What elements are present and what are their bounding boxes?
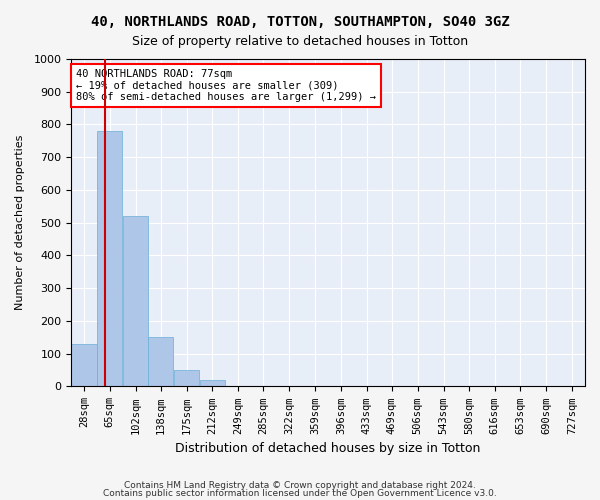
Text: Contains public sector information licensed under the Open Government Licence v3: Contains public sector information licen… (103, 488, 497, 498)
Bar (97, 131, 122, 386)
Bar (200, 380, 225, 386)
X-axis label: Distribution of detached houses by size in Totton: Distribution of detached houses by size … (175, 442, 481, 455)
Y-axis label: Number of detached properties: Number of detached properties (15, 135, 25, 310)
Text: 40, NORTHLANDS ROAD, TOTTON, SOUTHAMPTON, SO40 3GZ: 40, NORTHLANDS ROAD, TOTTON, SOUTHAMPTON… (91, 15, 509, 29)
Bar (123, 216, 148, 386)
Bar (71, 344, 97, 387)
Text: Size of property relative to detached houses in Totton: Size of property relative to detached ho… (132, 35, 468, 48)
Text: 40 NORTHLANDS ROAD: 77sqm
← 19% of detached houses are smaller (309)
80% of semi: 40 NORTHLANDS ROAD: 77sqm ← 19% of detac… (76, 69, 376, 102)
Bar (148, 338, 173, 386)
Text: Contains HM Land Registry data © Crown copyright and database right 2024.: Contains HM Land Registry data © Crown c… (124, 481, 476, 490)
Bar (174, 370, 199, 386)
